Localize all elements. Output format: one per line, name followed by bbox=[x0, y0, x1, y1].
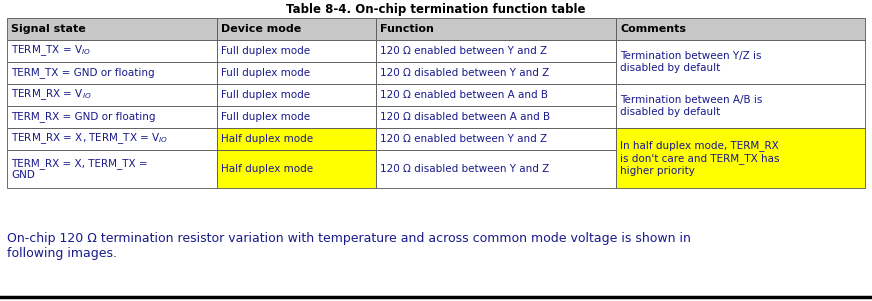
Text: 120 Ω enabled between Y and Z: 120 Ω enabled between Y and Z bbox=[380, 46, 547, 56]
Bar bbox=[376, 40, 617, 62]
Text: 120 Ω enabled between A and B: 120 Ω enabled between A and B bbox=[380, 90, 548, 100]
Bar bbox=[7, 128, 217, 150]
Text: Comments: Comments bbox=[620, 24, 686, 34]
Bar bbox=[376, 106, 617, 128]
Bar bbox=[617, 40, 865, 84]
Text: TERM_RX = X, TERM_TX = V$_{IO}$: TERM_RX = X, TERM_TX = V$_{IO}$ bbox=[11, 132, 168, 146]
Bar bbox=[376, 62, 617, 84]
Bar bbox=[217, 40, 376, 62]
Text: TERM_TX = GND or floating: TERM_TX = GND or floating bbox=[11, 67, 154, 79]
Bar bbox=[7, 40, 217, 62]
Bar bbox=[217, 150, 376, 188]
Text: Table 8-4. On-chip termination function table: Table 8-4. On-chip termination function … bbox=[286, 3, 586, 16]
Text: 120 Ω disabled between Y and Z: 120 Ω disabled between Y and Z bbox=[380, 164, 549, 174]
Bar bbox=[617, 128, 865, 188]
Bar bbox=[7, 150, 217, 188]
Bar bbox=[217, 106, 376, 128]
Bar bbox=[376, 150, 617, 188]
Bar bbox=[617, 84, 865, 128]
Text: In half duplex mode, TERM_RX
is don't care and TERM_TX has
higher priority: In half duplex mode, TERM_RX is don't ca… bbox=[620, 141, 780, 175]
Text: Half duplex mode: Half duplex mode bbox=[221, 134, 313, 144]
Text: Termination between A/B is
disabled by default: Termination between A/B is disabled by d… bbox=[620, 95, 762, 117]
Text: TERM_RX = X, TERM_TX =
GND: TERM_RX = X, TERM_TX = GND bbox=[11, 158, 147, 180]
Text: Full duplex mode: Full duplex mode bbox=[221, 46, 310, 56]
Bar bbox=[217, 18, 376, 40]
Bar bbox=[217, 84, 376, 106]
Text: 120 Ω enabled between Y and Z: 120 Ω enabled between Y and Z bbox=[380, 134, 547, 144]
Text: Function: Function bbox=[380, 24, 433, 34]
Text: 120 Ω disabled between Y and Z: 120 Ω disabled between Y and Z bbox=[380, 68, 549, 78]
Bar bbox=[7, 84, 217, 106]
Bar bbox=[7, 18, 217, 40]
Bar bbox=[7, 62, 217, 84]
Text: Signal state: Signal state bbox=[11, 24, 85, 34]
Text: Full duplex mode: Full duplex mode bbox=[221, 90, 310, 100]
Text: Termination between Y/Z is
disabled by default: Termination between Y/Z is disabled by d… bbox=[620, 51, 761, 73]
Text: Device mode: Device mode bbox=[221, 24, 302, 34]
Text: TERM_TX = V$_{IO}$: TERM_TX = V$_{IO}$ bbox=[11, 44, 91, 58]
Text: TERM_RX = V$_{IO}$: TERM_RX = V$_{IO}$ bbox=[11, 88, 92, 102]
Bar bbox=[217, 128, 376, 150]
Bar bbox=[376, 18, 617, 40]
Bar bbox=[376, 84, 617, 106]
Bar bbox=[7, 106, 217, 128]
Text: TERM_RX = GND or floating: TERM_RX = GND or floating bbox=[11, 112, 155, 123]
Bar bbox=[376, 128, 617, 150]
Bar bbox=[217, 62, 376, 84]
Text: Full duplex mode: Full duplex mode bbox=[221, 68, 310, 78]
Text: On-chip 120 Ω termination resistor variation with temperature and across common : On-chip 120 Ω termination resistor varia… bbox=[7, 232, 691, 260]
Text: Half duplex mode: Half duplex mode bbox=[221, 164, 313, 174]
Text: 120 Ω disabled between A and B: 120 Ω disabled between A and B bbox=[380, 112, 550, 122]
Bar bbox=[617, 18, 865, 40]
Text: Full duplex mode: Full duplex mode bbox=[221, 112, 310, 122]
